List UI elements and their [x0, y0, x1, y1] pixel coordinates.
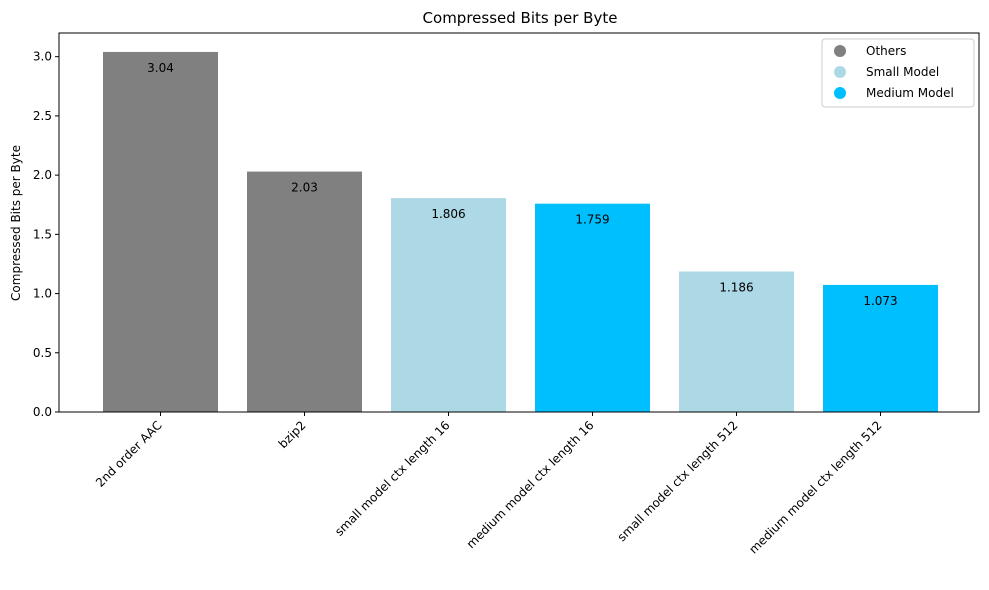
y-tick-label-0: 0.0 — [33, 405, 52, 419]
y-tick-label-4: 2.0 — [33, 168, 52, 182]
legend-box — [821, 38, 975, 108]
plot-frame — [58, 32, 980, 413]
legend-label-3: Medium Model — [866, 86, 954, 100]
x-tick-label-2: bzip2 — [276, 418, 309, 451]
bar-6 — [823, 284, 938, 412]
bar-3 — [391, 198, 506, 412]
data-label-4: 1.759 — [575, 213, 609, 227]
x-tick-label-4: medium model ctx length 16 — [464, 418, 597, 551]
legend-marker-1 — [834, 45, 846, 57]
y-axis: 0.0 0.5 1.0 1.5 2.0 2.5 3.0 — [33, 50, 59, 419]
x-tick-label-3: small model ctx length 16 — [332, 418, 453, 539]
x-axis: 2nd order AAC bzip2 small model ctx length… — [93, 412, 885, 556]
legend-marker-2 — [834, 66, 846, 78]
x-tick-label-5: small model ctx length 512 — [615, 418, 741, 544]
data-label-5: 1.186 — [719, 281, 753, 295]
bars-group — [103, 51, 938, 412]
data-label-6: 1.073 — [863, 294, 897, 308]
y-tick-label-6: 3.0 — [33, 50, 52, 64]
legend: Others Small Model Medium Model — [821, 38, 975, 108]
legend-label-2: Small Model — [866, 65, 939, 79]
bar-4 — [535, 203, 650, 412]
data-labels-group: 3.04 2.03 1.806 1.759 1.186 1.073 — [147, 61, 898, 308]
data-label-3: 1.806 — [431, 207, 465, 221]
bar-5 — [679, 271, 794, 412]
legend-label-1: Others — [866, 44, 906, 58]
bar-2 — [247, 171, 362, 412]
chart-title: Compressed Bits per Byte — [423, 9, 618, 27]
y-tick-label-1: 0.5 — [33, 346, 52, 360]
legend-marker-3 — [834, 87, 846, 99]
x-tick-label-1: 2nd order AAC — [93, 418, 165, 490]
y-axis-label: Compressed Bits per Byte — [9, 145, 23, 301]
y-tick-label-3: 1.5 — [33, 227, 52, 241]
bar-1 — [103, 51, 218, 412]
y-tick-label-5: 2.5 — [33, 109, 52, 123]
data-label-2: 2.03 — [291, 181, 318, 195]
x-tick-label-6: medium model ctx length 512 — [746, 418, 884, 556]
data-label-1: 3.04 — [147, 61, 174, 75]
y-tick-label-2: 1.0 — [33, 287, 52, 301]
